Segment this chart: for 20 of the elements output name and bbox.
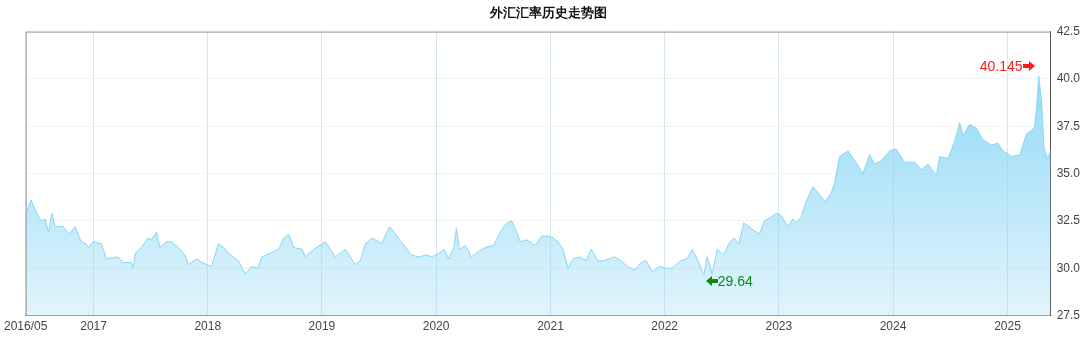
x-tick-label: 2016/05	[3, 319, 48, 334]
x-tick-label: 2017	[80, 319, 108, 334]
x-tick-label: 2022	[651, 319, 679, 334]
x-tick-label: 2020	[422, 319, 450, 334]
y-tick-label: 42.5	[1056, 23, 1081, 38]
y-tick-label: 27.5	[1056, 307, 1081, 322]
y-tick-label: 32.5	[1056, 213, 1081, 228]
x-tick-label: 2024	[879, 319, 907, 334]
x-tick-label: 2023	[765, 319, 793, 334]
y-tick-label: 30.0	[1056, 260, 1081, 275]
x-tick-label: 2025	[994, 319, 1022, 334]
x-tick-label: 2019	[308, 319, 336, 334]
y-tick-label: 35.0	[1056, 165, 1081, 180]
x-tick-label: 2021	[537, 319, 565, 334]
chart-title: 外汇汇率历史走势图	[488, 5, 607, 21]
y-tick-label: 40.0	[1056, 71, 1081, 86]
y-tick-label: 37.5	[1056, 118, 1081, 133]
annotation: 40.145	[979, 58, 1023, 75]
annotation: 29.64	[717, 273, 753, 290]
x-tick-label: 2018	[194, 319, 222, 334]
